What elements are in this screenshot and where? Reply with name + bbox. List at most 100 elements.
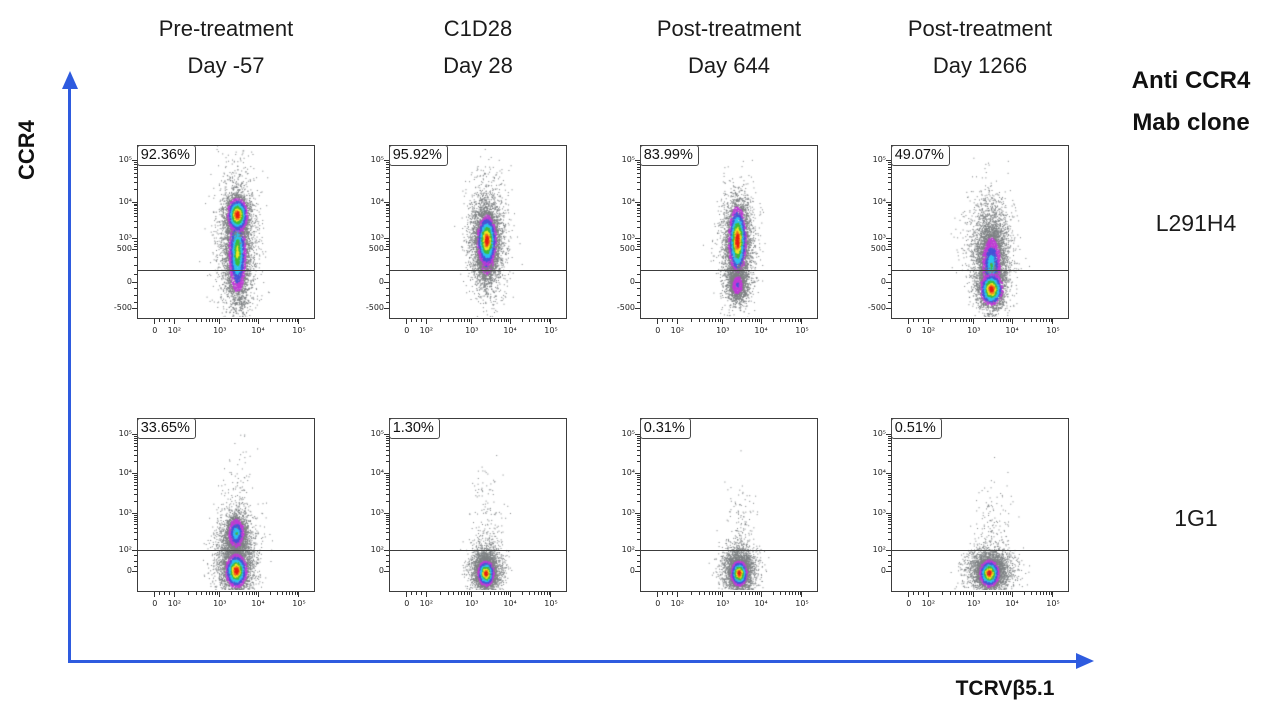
dot-plot-canvas: [138, 419, 313, 590]
tick-mark: [908, 592, 910, 597]
tick-mark: [132, 308, 137, 310]
tick-mark: [888, 555, 891, 557]
tick-mark: [489, 592, 491, 595]
tick-mark: [134, 288, 137, 290]
tick-mark: [637, 475, 640, 476]
tick-mark: [772, 592, 774, 595]
axis-tick-label: -500: [365, 303, 384, 313]
tick-mark: [635, 308, 640, 310]
tick-mark: [386, 212, 389, 214]
tick-mark: [971, 319, 973, 322]
tick-mark: [708, 319, 710, 322]
tick-mark: [758, 319, 760, 322]
tick-mark: [386, 169, 389, 171]
tick-mark: [968, 592, 970, 595]
tick-mark: [269, 592, 271, 595]
tick-mark: [740, 319, 742, 322]
tick-mark: [888, 445, 891, 447]
gate-percentage-badge: 0.51%: [890, 417, 942, 439]
tick-mark: [888, 243, 891, 245]
tick-mark: [637, 301, 640, 303]
row-label-l291h4: L291H4: [1155, 210, 1237, 236]
tick-mark: [888, 176, 891, 178]
tick-mark: [494, 592, 496, 595]
tick-mark: [187, 592, 189, 595]
tick-mark: [132, 473, 137, 475]
tick-mark: [886, 160, 891, 162]
tick-mark: [886, 513, 891, 515]
tick-mark: [134, 257, 137, 259]
tick-mark: [298, 592, 300, 597]
axis-tick-label: 10³: [621, 508, 635, 518]
tick-mark: [255, 592, 257, 595]
tick-mark: [386, 440, 389, 442]
tick-mark: [214, 592, 216, 595]
tick-mark: [789, 592, 791, 595]
tick-mark: [386, 166, 389, 168]
axis-tick-label: 0: [880, 566, 886, 576]
tick-mark: [799, 592, 801, 595]
tick-mark: [749, 592, 751, 595]
tick-mark: [461, 319, 463, 322]
tick-mark: [637, 521, 640, 523]
tick-mark: [888, 440, 891, 442]
tick-mark: [908, 319, 910, 324]
tick-mark: [772, 319, 774, 322]
plot-area: 0.51%: [890, 417, 1069, 592]
tick-mark: [548, 592, 550, 595]
tick-mark: [505, 592, 507, 595]
tick-mark: [662, 592, 664, 595]
tick-mark: [637, 227, 640, 229]
gate-percentage-badge: 0.31%: [639, 417, 691, 439]
column-header-posttreatment-644: Post-treatment Day 644: [619, 10, 839, 84]
axis-tick-label: 10³: [465, 326, 479, 335]
tick-mark: [461, 592, 463, 595]
axis-tick-label: 10⁴: [118, 468, 132, 478]
tick-mark: [1031, 319, 1033, 322]
gate-line: [390, 269, 566, 271]
axis-tick-label: 10³: [716, 599, 730, 608]
tick-mark: [635, 571, 640, 573]
tick-mark: [922, 592, 924, 595]
tick-mark: [134, 516, 137, 518]
tick-mark: [298, 319, 300, 324]
tick-mark: [386, 494, 389, 496]
tick-mark: [246, 319, 248, 322]
axis-tick-label: 10²: [118, 544, 132, 554]
tick-mark: [386, 246, 389, 248]
tick-mark: [386, 205, 389, 207]
tick-mark: [637, 212, 640, 214]
tick-mark: [637, 479, 640, 481]
axis-tick-label: 500: [368, 243, 384, 253]
tick-mark: [913, 592, 915, 595]
tick-mark: [425, 319, 427, 324]
tick-mark: [637, 518, 640, 520]
column-header-line2: Day 1266: [932, 53, 1028, 78]
tick-mark: [1009, 592, 1011, 595]
tick-mark: [154, 592, 156, 597]
tick-mark: [132, 571, 137, 573]
axis-tick-label: 10⁵: [872, 429, 886, 439]
tick-mark: [292, 592, 294, 595]
tick-mark: [296, 592, 298, 595]
axis-tick-label: 0: [629, 566, 635, 576]
tick-mark: [886, 549, 891, 551]
axis-tick-label: 10²: [921, 326, 936, 335]
tick-mark: [548, 319, 550, 322]
tick-mark: [996, 319, 998, 322]
tick-mark: [237, 319, 239, 322]
tick-mark: [637, 246, 640, 248]
tick-mark: [888, 454, 891, 456]
tick-mark: [134, 518, 137, 520]
tick-mark: [386, 555, 389, 557]
tick-mark: [984, 319, 986, 322]
tick-mark: [447, 319, 449, 322]
tick-mark: [888, 566, 891, 568]
tick-mark: [246, 592, 248, 595]
flow-panel: 0.31% 10⁵ 10⁴ 10³ 10² 0 0 10² 10³ 10⁴ 10⁵: [622, 417, 818, 608]
tick-mark: [635, 513, 640, 515]
right-header-line2: Mab clone: [1132, 109, 1250, 136]
axis-tick-label: 10³: [967, 326, 981, 335]
tick-mark: [637, 527, 640, 529]
tick-mark: [217, 319, 219, 322]
